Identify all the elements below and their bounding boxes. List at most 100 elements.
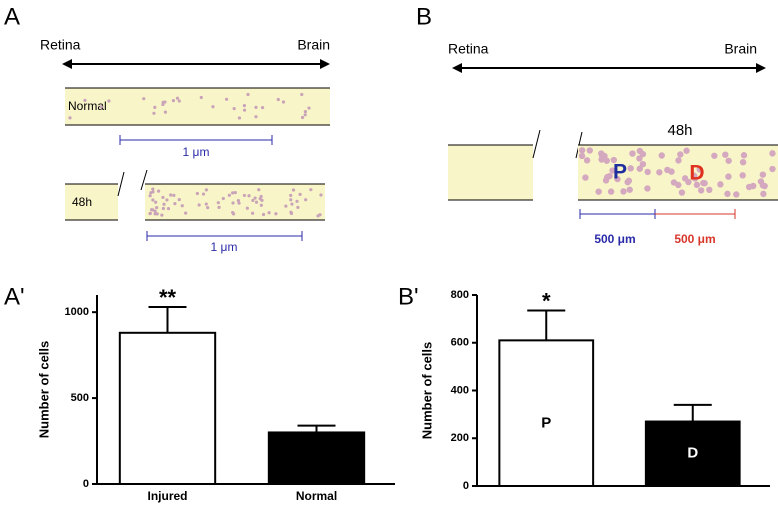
cell-dot [644,168,651,176]
cell-dot [675,181,682,189]
cell-dot [717,181,724,188]
injured-label: 48h [72,195,92,209]
cell-dot [166,207,171,211]
cell-dot [290,202,294,206]
cell-dot [258,197,262,201]
scale-label: 500 μm [674,232,715,246]
cell-dot [636,155,643,162]
cell-dot [107,99,111,103]
cell-dot [291,188,296,192]
cell-dot [151,187,155,191]
cell-dot [153,212,157,216]
cell-dot [251,198,255,203]
retina-label: Retina [40,37,81,53]
cell-dot [242,108,247,112]
injured-label: 48h [667,122,692,139]
bar-label: D [687,445,698,462]
cell-dot [696,166,703,173]
cell-dot [257,188,261,192]
scale-bar [119,135,273,145]
x-tick-label: Normal [296,489,337,503]
cell-dot [169,193,173,197]
cell-dot [609,167,616,174]
cell-dot [583,157,591,164]
cell-dot [242,104,246,108]
cell-dot [177,197,181,202]
cell-dot [769,150,776,157]
bar-label: P [541,414,551,431]
cell-dot [231,210,235,215]
cell-dot [142,97,146,101]
cell-dot [154,200,158,204]
brain-label: Brain [297,37,330,53]
cell-dot [197,203,201,207]
cell-dot [629,150,636,157]
cell-dot [639,160,647,168]
cell-dot [610,156,618,164]
cell-dot [740,152,748,159]
cell-dot [624,178,631,186]
retina-label: Retina [448,41,489,57]
cell-dot [281,100,286,104]
cell-dot [724,190,731,198]
cell-dot [303,113,307,117]
cell-dot [319,193,323,197]
cell-dot [644,185,651,192]
cell-dot [759,171,767,178]
cell-dot [675,157,682,164]
cell-dots [68,92,776,218]
cell-dot [171,99,176,103]
cell-dot [300,92,304,97]
nerve-stump [65,184,118,220]
cell-dot [237,116,242,120]
cell-dot [254,115,258,119]
cell-dot [658,152,665,159]
cell-dot [578,147,586,154]
cell-dot [151,208,155,212]
cell-dot [216,201,220,205]
cell-dot [204,202,208,206]
y-tick-label: 400 [451,384,469,396]
nerve-edge [145,183,325,221]
cell-dot [221,196,225,201]
y-axis-label: Number of cells [419,342,434,440]
cell-dot [232,106,236,111]
scale-bar [579,209,656,219]
cell-dot [161,206,165,211]
cell-dot [303,109,308,114]
cell-dot [250,211,255,215]
cell-dot [177,99,181,103]
cell-dot [211,105,215,109]
cell-dot [261,212,266,217]
cell-dot [664,166,671,174]
panel-label: A [4,3,20,30]
cell-dot [156,189,161,193]
cell-dot [620,188,627,195]
y-tick-label: 500 [71,392,89,404]
nerve-edge [65,169,148,221]
cell-dot [236,198,240,203]
cell-dot [739,172,746,179]
cell-dot [254,105,258,109]
panel-label: A' [4,283,25,310]
cell-dot [246,92,250,97]
cell-dot [148,194,152,198]
panel-label: B [416,3,432,30]
y-tick-label: 200 [451,432,469,444]
cell-dot [151,190,155,194]
cell-dot [180,204,184,208]
scale-bar [655,209,736,219]
cell-dot [607,188,615,195]
cell-dot [245,206,249,210]
significance: * [542,288,551,313]
bar [498,339,595,487]
cell-dot [289,193,293,197]
cell-dot [656,169,663,176]
cell-dot [165,198,169,202]
cell-dot [163,110,168,114]
significance: ** [159,285,177,310]
cell-dot [289,210,293,214]
cell-dot [161,102,165,107]
